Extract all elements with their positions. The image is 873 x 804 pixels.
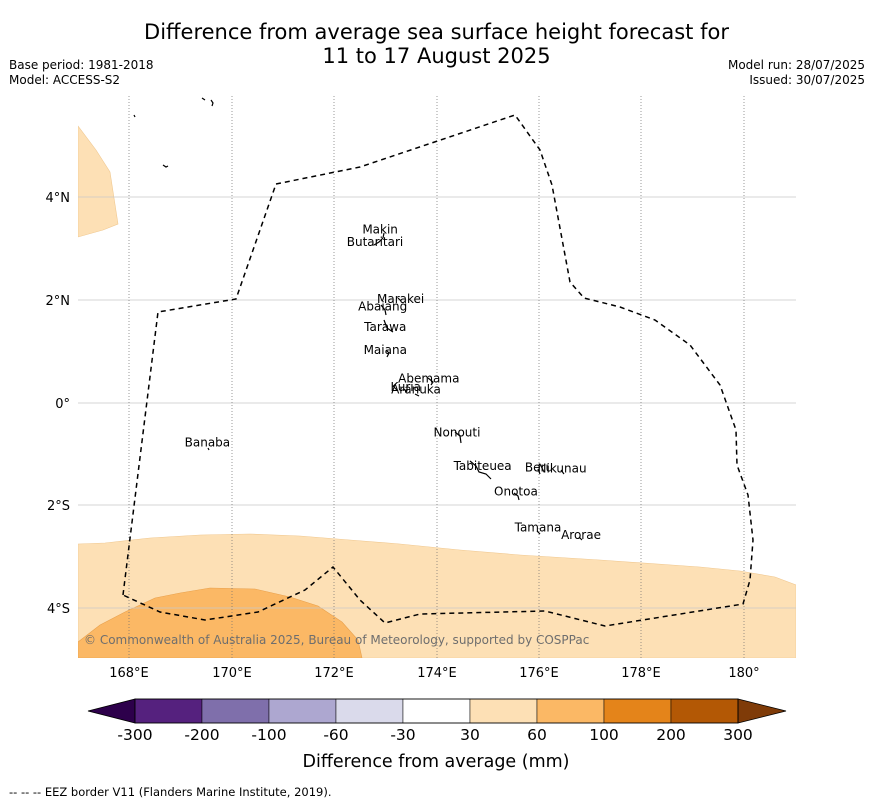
eez-border <box>122 114 754 627</box>
place-label: Arorae <box>561 528 601 542</box>
base-period: Base period: 1981-2018 <box>9 58 154 72</box>
islands <box>133 97 583 541</box>
copyright-text: © Commonwealth of Australia 2025, Bureau… <box>84 633 589 647</box>
lat-tick-2n: 2°N <box>46 294 71 309</box>
place-label: Tamana <box>514 521 562 535</box>
meta-left: Base period: 1981-2018 Model: ACCESS-S2 <box>9 58 154 88</box>
lon-tick-172e: 172°E <box>314 666 354 681</box>
anomaly-region-nw <box>78 125 119 238</box>
lat-tick-labels: 4°N 2°N 0° 2°S 4°S <box>46 191 71 617</box>
cb-tick: 200 <box>656 726 686 744</box>
lon-gridlines <box>128 96 745 658</box>
lon-tick-174e: 174°E <box>417 666 457 681</box>
place-label: Nikunau <box>538 461 587 475</box>
colorbar-under-arrow <box>87 698 136 724</box>
cb-tick: 300 <box>723 726 753 744</box>
lon-tick-168e: 168°E <box>109 666 149 681</box>
place-label: Marakei <box>377 292 424 306</box>
colorbar-cell <box>670 698 739 724</box>
colorbar-cell <box>134 698 203 724</box>
eez-legend-footer: -- -- -- EEZ border V11 (Flanders Marine… <box>9 785 332 799</box>
place-label: Tarawa <box>363 320 406 334</box>
colorbar-frame <box>134 698 739 724</box>
anomaly-region-sw <box>78 587 363 658</box>
title-line-2: 11 to 17 August 2025 <box>322 44 551 68</box>
meta-right: Model run: 28/07/2025 Issued: 30/07/2025 <box>728 58 865 88</box>
colorbar-cell <box>469 698 538 724</box>
model-name: Model: ACCESS-S2 <box>9 73 121 87</box>
place-label: Beru <box>525 460 553 474</box>
place-label: Abaiang <box>358 299 407 313</box>
place-label: Kuria <box>391 380 422 394</box>
cb-tick: -30 <box>390 726 415 744</box>
lat-tick-0: 0° <box>55 397 70 412</box>
lat-tick-2s: 2°S <box>47 499 70 514</box>
place-label: Nonouti <box>434 425 481 439</box>
lon-tick-labels: 168°E 170°E 172°E 174°E 176°E 178°E 180° <box>109 666 759 681</box>
lon-tick-180: 180° <box>728 666 759 681</box>
place-label: Banaba <box>185 436 231 450</box>
place-label: Tabiteuea <box>453 459 512 473</box>
colorbar-title: Difference from average (mm) <box>302 752 569 772</box>
colorbar-cell <box>201 698 270 724</box>
place-label: Makin <box>362 222 398 236</box>
lon-tick-178e: 178°E <box>621 666 661 681</box>
title-line-1: Difference from average sea surface heig… <box>144 20 729 44</box>
colorbar: -300 -200 -100 -60 -30 30 60 100 200 300… <box>87 698 787 772</box>
place-label: Aranuka <box>391 383 441 397</box>
place-label: Butaritari <box>347 235 404 249</box>
colorbar-tick-labels: -300 -200 -100 -60 -30 30 60 100 200 300 <box>117 726 752 744</box>
map-title: Difference from average sea surface heig… <box>0 20 873 68</box>
colorbar-cell <box>536 698 605 724</box>
cb-tick: -100 <box>251 726 286 744</box>
issued-date: Issued: 30/07/2025 <box>749 73 865 87</box>
cb-tick: -60 <box>323 726 348 744</box>
model-run: Model run: 28/07/2025 <box>727 58 865 72</box>
colorbar-cell <box>268 698 337 724</box>
colorbar-cell <box>335 698 404 724</box>
lon-tick-170e: 170°E <box>212 666 252 681</box>
cb-tick: -300 <box>117 726 152 744</box>
lat-tick-4n: 4°N <box>46 191 71 206</box>
cb-tick: 100 <box>589 726 619 744</box>
colorbar-cell <box>402 698 471 724</box>
place-label: Maiana <box>364 343 407 357</box>
lon-tick-176e: 176°E <box>519 666 559 681</box>
cb-tick: 30 <box>460 726 480 744</box>
colorbar-over-arrow <box>737 698 787 724</box>
lat-tick-4s: 4°S <box>47 602 70 617</box>
place-label: Abemama <box>398 371 459 385</box>
cb-tick: 60 <box>527 726 547 744</box>
colorbar-cell <box>603 698 672 724</box>
colorbar-cells <box>134 698 739 724</box>
cb-tick: -200 <box>184 726 219 744</box>
place-label: Onotoa <box>494 485 538 499</box>
